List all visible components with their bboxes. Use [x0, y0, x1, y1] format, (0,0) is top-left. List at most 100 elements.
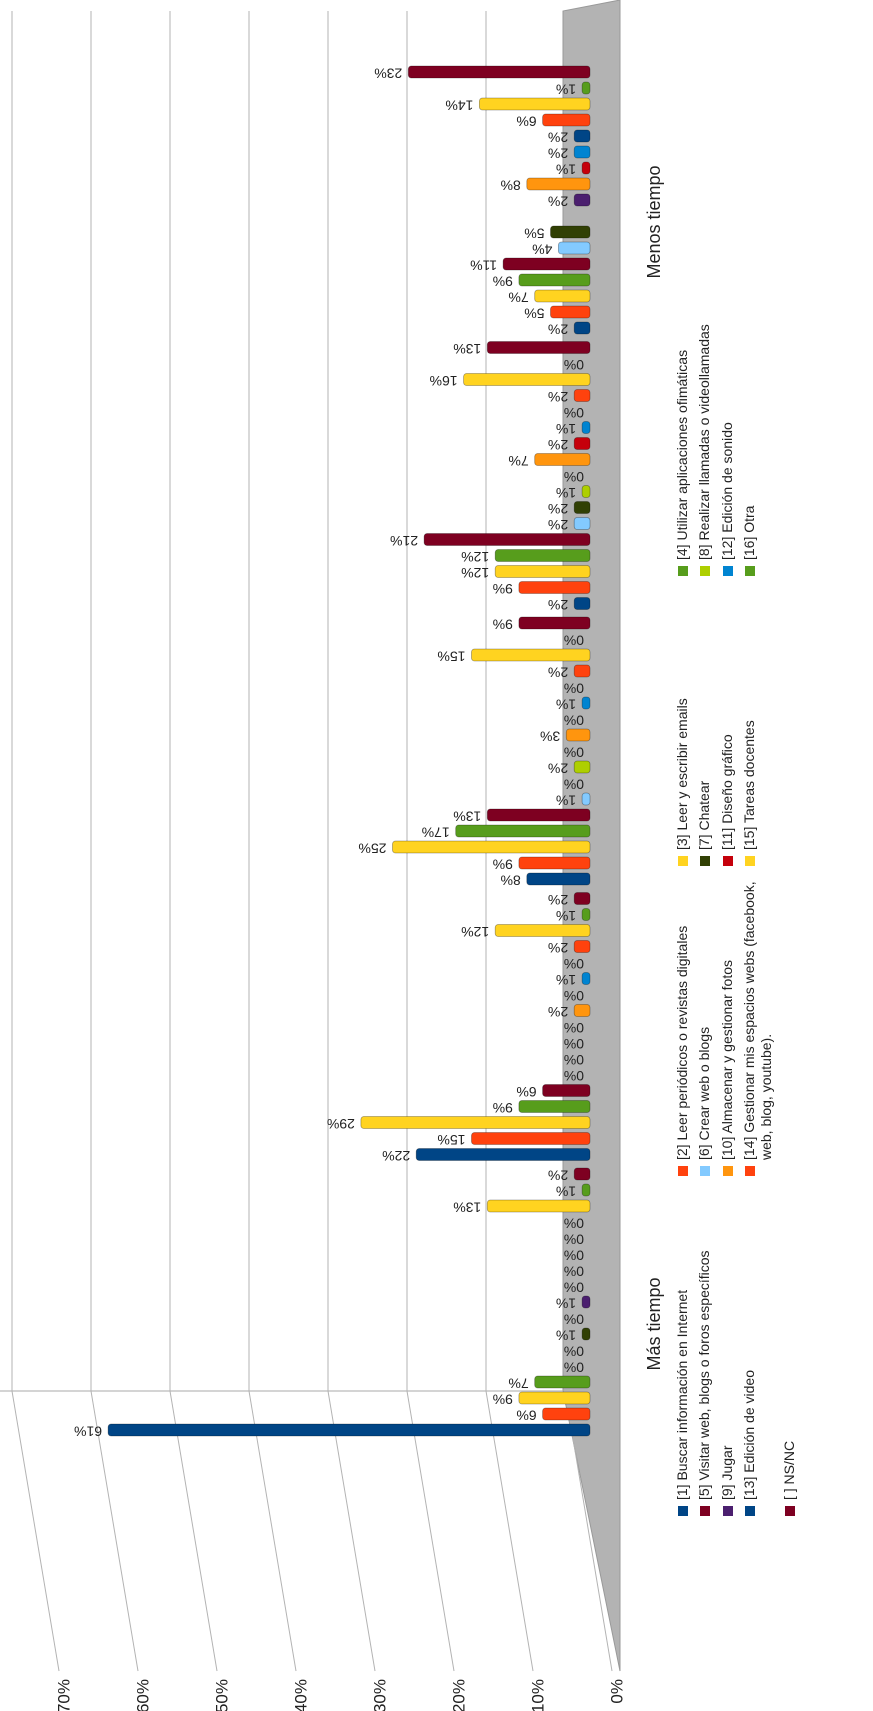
legend-swatch: [745, 856, 755, 866]
legend-entry: [ ] NS/NC: [781, 1441, 797, 1500]
chart-rotated: 0% 10% 20% 30% 40% 50% 60% 70% Más tiempo Menos t…: [0, 0, 797, 1711]
bar: [573, 437, 591, 450]
category-label: Menos tiempo: [644, 165, 664, 278]
bar: [455, 824, 591, 838]
legend-swatch: [745, 1506, 755, 1516]
data-label: 1%: [556, 972, 576, 988]
data-label: 25%: [358, 840, 386, 856]
bar: [471, 1132, 591, 1145]
data-label: 23%: [374, 65, 402, 81]
legend-swatch: [678, 1506, 688, 1516]
bar: [518, 1100, 591, 1113]
legend-entry: [14] Gestionar mis espacios webs (facebo…: [741, 881, 774, 1160]
legend-entry: [13] Edición de video: [741, 1370, 757, 1500]
grid-line: [327, 1390, 376, 1672]
legend-label: [11] Diseño gráfico: [719, 734, 735, 850]
bar: [581, 1295, 591, 1309]
bar: [581, 972, 591, 985]
data-label: 1%: [556, 485, 576, 501]
data-label: 0%: [564, 1052, 584, 1068]
data-label: 0%: [564, 680, 584, 696]
data-label: 15%: [437, 1132, 465, 1148]
bar: [581, 485, 591, 498]
data-label: 9%: [493, 1391, 513, 1407]
legend-label: [16] Otra: [741, 505, 757, 560]
data-label: 9%: [493, 1100, 513, 1116]
bar: [573, 664, 591, 678]
bar: [581, 908, 591, 921]
bar: [518, 581, 591, 594]
bar: [581, 81, 591, 95]
data-label: 1%: [556, 1295, 576, 1311]
bar: [550, 225, 591, 239]
data-label: 0%: [564, 744, 584, 760]
bar: [518, 1391, 591, 1405]
grid-line: [90, 1390, 139, 1672]
data-label: 9%: [493, 616, 513, 632]
data-label: 7%: [508, 1375, 528, 1391]
legend-label: [14] Gestionar mis espacios webs (facebo…: [741, 881, 774, 1160]
data-label: 13%: [453, 341, 481, 357]
bar: [534, 453, 591, 466]
legend-swatch: [785, 1506, 795, 1516]
data-label: 1%: [556, 792, 576, 808]
bar: [573, 1004, 591, 1017]
legend-swatch: [723, 566, 733, 576]
y-tick-label: 30%: [370, 1679, 389, 1711]
bar: [392, 840, 591, 854]
bar: [360, 1116, 591, 1129]
legend-swatch: [700, 856, 710, 866]
bar: [526, 177, 591, 191]
bar: [494, 924, 591, 937]
data-label: 3%: [540, 728, 560, 744]
data-label: 0%: [564, 1231, 584, 1247]
bar: [542, 1084, 591, 1097]
grid-line: [11, 1390, 60, 1672]
data-label: 1%: [556, 908, 576, 924]
data-label: 0%: [564, 956, 584, 972]
bar: [550, 305, 591, 319]
bar: [573, 389, 591, 402]
data-label: 1%: [556, 1183, 576, 1199]
bar: [518, 616, 591, 630]
bar: [581, 421, 591, 434]
y-tick-label: 10%: [528, 1679, 547, 1711]
bar: [486, 341, 591, 354]
data-label: 12%: [461, 549, 489, 565]
legend-label: [12] Edición de sonido: [719, 422, 735, 560]
data-label: 9%: [493, 581, 513, 597]
bar: [526, 872, 591, 886]
legend-entry: [16] Otra: [741, 505, 757, 560]
data-label: 11%: [470, 257, 497, 273]
data-label: 1%: [556, 1327, 576, 1343]
bar: [573, 321, 591, 335]
legend-label: [8] Realizar llamadas o videollamadas: [696, 324, 712, 560]
bar: [581, 161, 591, 175]
data-label: 6%: [516, 113, 536, 129]
bar: [415, 1148, 591, 1161]
legend-label: [2] Leer periódicos o revistas digitales: [674, 925, 690, 1160]
data-label: 0%: [564, 632, 584, 648]
data-label: 2%: [548, 892, 568, 908]
data-label: 2%: [548, 193, 568, 209]
bar: [581, 696, 591, 710]
grid-line: [248, 1390, 297, 1672]
data-label: 0%: [564, 1215, 584, 1231]
data-label: 0%: [564, 712, 584, 728]
data-label: 2%: [548, 1004, 568, 1020]
floor: [562, 0, 621, 1672]
bar: [494, 565, 591, 578]
legend-swatch: [678, 566, 688, 576]
grid-line: [169, 1390, 218, 1672]
legend-swatch: [700, 1506, 710, 1516]
data-label: 0%: [564, 1311, 584, 1327]
bar: [478, 97, 591, 111]
bar: [558, 241, 591, 255]
y-tick-label: 50%: [212, 1679, 231, 1711]
legend-swatch: [678, 856, 688, 866]
legend-label: [5] Visitar web, blogs o foros específic…: [696, 1250, 712, 1500]
legend-swatch: [723, 1166, 733, 1176]
y-tick-label: 70%: [54, 1679, 73, 1711]
data-label: 17%: [422, 824, 450, 840]
